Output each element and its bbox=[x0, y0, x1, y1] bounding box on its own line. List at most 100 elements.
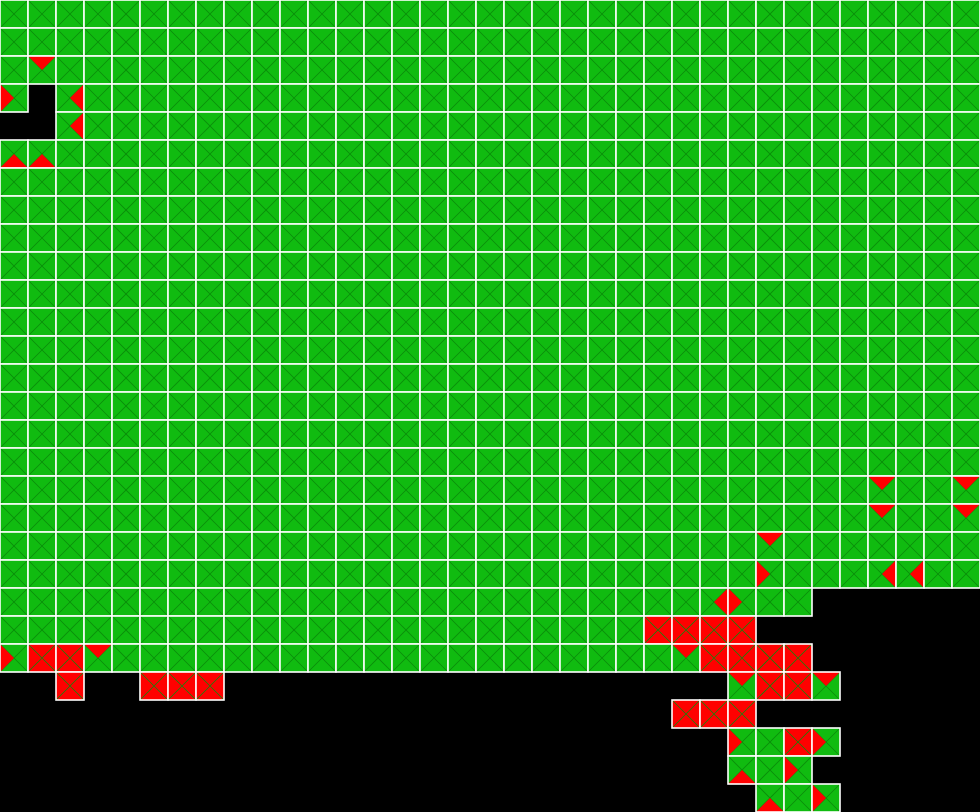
board-cell[interactable] bbox=[671, 139, 701, 169]
board-cell[interactable] bbox=[391, 335, 421, 365]
board-cell[interactable] bbox=[727, 83, 757, 113]
board-cell[interactable] bbox=[27, 279, 57, 309]
board-cell[interactable] bbox=[531, 643, 561, 673]
board-cell[interactable] bbox=[531, 307, 561, 337]
board-cell[interactable] bbox=[419, 335, 449, 365]
board-cell[interactable] bbox=[559, 587, 589, 617]
board-cell[interactable] bbox=[895, 27, 925, 57]
board-cell[interactable] bbox=[699, 223, 729, 253]
board-cell[interactable] bbox=[139, 83, 169, 113]
board-cell[interactable] bbox=[83, 195, 113, 225]
board-cell[interactable] bbox=[139, 671, 169, 701]
board-cell[interactable] bbox=[223, 195, 253, 225]
board-cell[interactable] bbox=[223, 307, 253, 337]
board-cell[interactable] bbox=[503, 167, 533, 197]
board-cell[interactable] bbox=[895, 55, 925, 85]
board-cell[interactable] bbox=[811, 671, 841, 701]
board-cell[interactable] bbox=[867, 55, 897, 85]
board-cell[interactable] bbox=[503, 139, 533, 169]
board-cell[interactable] bbox=[363, 195, 393, 225]
board-cell[interactable] bbox=[895, 279, 925, 309]
board-cell[interactable] bbox=[139, 503, 169, 533]
board-cell[interactable] bbox=[615, 447, 645, 477]
board-cell[interactable] bbox=[727, 55, 757, 85]
board-cell[interactable] bbox=[923, 27, 953, 57]
board-cell[interactable] bbox=[307, 419, 337, 449]
board-cell[interactable] bbox=[335, 307, 365, 337]
board-cell[interactable] bbox=[167, 475, 197, 505]
board-cell[interactable] bbox=[587, 643, 617, 673]
board-cell[interactable] bbox=[503, 447, 533, 477]
board-cell[interactable] bbox=[755, 0, 785, 29]
board-cell[interactable] bbox=[867, 559, 897, 589]
board-cell[interactable] bbox=[195, 27, 225, 57]
board-cell[interactable] bbox=[531, 615, 561, 645]
board-cell[interactable] bbox=[867, 27, 897, 57]
board-cell[interactable] bbox=[531, 0, 561, 29]
board-cell[interactable] bbox=[643, 27, 673, 57]
board-cell[interactable] bbox=[363, 447, 393, 477]
board-cell[interactable] bbox=[923, 55, 953, 85]
board-cell[interactable] bbox=[951, 419, 980, 449]
board-cell[interactable] bbox=[811, 419, 841, 449]
board-cell[interactable] bbox=[755, 643, 785, 673]
board-cell[interactable] bbox=[951, 335, 980, 365]
board-cell[interactable] bbox=[195, 447, 225, 477]
board-cell[interactable] bbox=[195, 223, 225, 253]
board-cell[interactable] bbox=[447, 279, 477, 309]
board-cell[interactable] bbox=[643, 503, 673, 533]
board-cell[interactable] bbox=[811, 139, 841, 169]
board-cell[interactable] bbox=[699, 587, 729, 617]
board-cell[interactable] bbox=[587, 447, 617, 477]
board-cell[interactable] bbox=[839, 167, 869, 197]
board-cell[interactable] bbox=[0, 587, 29, 617]
board-cell[interactable] bbox=[83, 111, 113, 141]
board-cell[interactable] bbox=[531, 419, 561, 449]
board-cell[interactable] bbox=[363, 475, 393, 505]
board-cell[interactable] bbox=[475, 587, 505, 617]
board-cell[interactable] bbox=[755, 671, 785, 701]
board-cell[interactable] bbox=[727, 363, 757, 393]
board-cell[interactable] bbox=[783, 643, 813, 673]
board-cell[interactable] bbox=[307, 559, 337, 589]
board-cell[interactable] bbox=[111, 419, 141, 449]
board-cell[interactable] bbox=[447, 475, 477, 505]
board-cell[interactable] bbox=[475, 307, 505, 337]
board-cell[interactable] bbox=[951, 475, 980, 505]
board-cell[interactable] bbox=[447, 643, 477, 673]
board-cell[interactable] bbox=[363, 643, 393, 673]
board-cell[interactable] bbox=[363, 223, 393, 253]
board-cell[interactable] bbox=[755, 251, 785, 281]
board-cell[interactable] bbox=[279, 27, 309, 57]
board-cell[interactable] bbox=[167, 279, 197, 309]
board-cell[interactable] bbox=[839, 139, 869, 169]
board-cell[interactable] bbox=[111, 111, 141, 141]
board-cell[interactable] bbox=[0, 83, 29, 113]
board-cell[interactable] bbox=[811, 251, 841, 281]
board-cell[interactable] bbox=[363, 251, 393, 281]
board-cell[interactable] bbox=[615, 0, 645, 29]
board-cell[interactable] bbox=[419, 643, 449, 673]
board-cell[interactable] bbox=[783, 475, 813, 505]
board-cell[interactable] bbox=[167, 223, 197, 253]
board-cell[interactable] bbox=[587, 83, 617, 113]
board-cell[interactable] bbox=[27, 251, 57, 281]
board-cell[interactable] bbox=[83, 475, 113, 505]
board-cell[interactable] bbox=[699, 307, 729, 337]
board-cell[interactable] bbox=[391, 55, 421, 85]
board-cell[interactable] bbox=[279, 139, 309, 169]
board-cell[interactable] bbox=[55, 307, 85, 337]
board-cell[interactable] bbox=[111, 251, 141, 281]
board-cell[interactable] bbox=[27, 223, 57, 253]
board-cell[interactable] bbox=[195, 475, 225, 505]
board-cell[interactable] bbox=[811, 783, 841, 812]
board-cell[interactable] bbox=[27, 475, 57, 505]
board-cell[interactable] bbox=[895, 0, 925, 29]
board-cell[interactable] bbox=[951, 167, 980, 197]
board-cell[interactable] bbox=[195, 643, 225, 673]
board-cell[interactable] bbox=[503, 55, 533, 85]
board-cell[interactable] bbox=[391, 559, 421, 589]
board-cell[interactable] bbox=[755, 587, 785, 617]
board-cell[interactable] bbox=[503, 363, 533, 393]
board-cell[interactable] bbox=[279, 83, 309, 113]
